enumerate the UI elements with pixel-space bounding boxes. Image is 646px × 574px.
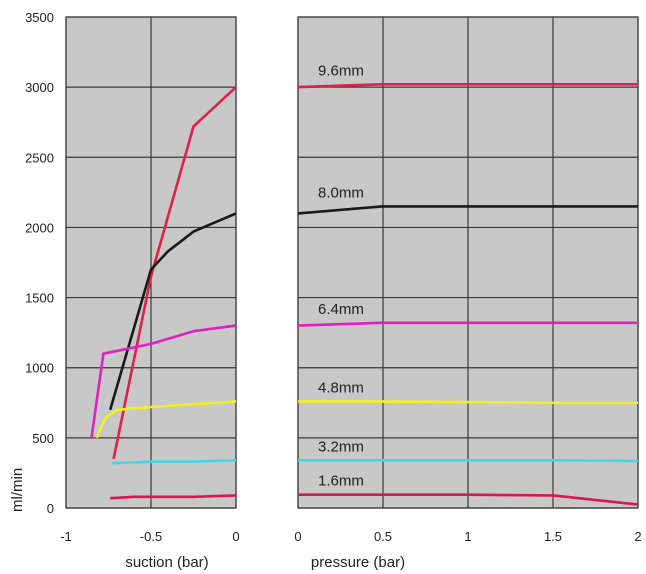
series-line-6-4mm bbox=[90, 324, 237, 439]
series-label-4-8mm: 4.8mm bbox=[318, 379, 364, 396]
y-tick-label: 1500 bbox=[25, 291, 54, 306]
series-line-3-2mm bbox=[298, 458, 639, 463]
x-tick-label: 0 bbox=[294, 529, 301, 544]
series-line-1-6mm bbox=[110, 494, 237, 500]
x-tick-label: 1.5 bbox=[544, 529, 562, 544]
x-tick-label: 1 bbox=[464, 529, 471, 544]
y-tick-label: 0 bbox=[47, 501, 54, 516]
x-tick-label: -0.5 bbox=[140, 529, 162, 544]
x-tick-label: -1 bbox=[60, 529, 72, 544]
series-label-8-0mm: 8.0mm bbox=[318, 184, 364, 201]
series-line-9-6mm bbox=[297, 83, 638, 89]
series-label-3-2mm: 3.2mm bbox=[318, 438, 364, 455]
series-label-6-4mm: 6.4mm bbox=[318, 301, 364, 318]
pressure-panel: 0 0.5 1 1.5 2 9.6mm 8.0mm 6.4mm 4.8mm 3.2mm 1.6mm bbox=[294, 16, 642, 544]
y-tick-label: 500 bbox=[32, 431, 54, 446]
series-label-1-6mm: 1.6mm bbox=[318, 473, 364, 490]
y-tick-label: 3500 bbox=[25, 10, 54, 25]
series-line-8-0mm bbox=[108, 212, 237, 411]
y-axis-ticks: 0 500 1000 1500 2000 2500 3000 3500 bbox=[25, 10, 54, 516]
x-tick-label: 0.5 bbox=[374, 529, 392, 544]
suction-x-axis-title: suction (bar) bbox=[125, 554, 208, 571]
x-tick-label: 0 bbox=[232, 529, 239, 544]
y-tick-label: 2500 bbox=[25, 150, 54, 165]
y-tick-label: 1000 bbox=[25, 361, 54, 376]
suction-panel: -1 -0.5 0 bbox=[60, 16, 240, 544]
series-line-6-4mm bbox=[297, 321, 638, 327]
series-line-3-2mm bbox=[111, 459, 237, 465]
series-label-9-6mm: 9.6mm bbox=[318, 62, 364, 79]
y-tick-label: 3000 bbox=[25, 80, 54, 95]
series-line-4-8mm bbox=[298, 400, 638, 405]
y-tick-label: 2000 bbox=[25, 220, 54, 235]
series-line-8-0mm bbox=[297, 205, 638, 215]
y-axis-title: ml/min bbox=[9, 468, 26, 512]
series-line-1-6mm bbox=[298, 493, 639, 506]
series-line-4-8mm bbox=[95, 400, 237, 439]
series-line-9-6mm bbox=[112, 86, 237, 460]
pressure-x-axis-title: pressure (bar) bbox=[311, 554, 405, 571]
x-tick-label: 2 bbox=[634, 529, 641, 544]
